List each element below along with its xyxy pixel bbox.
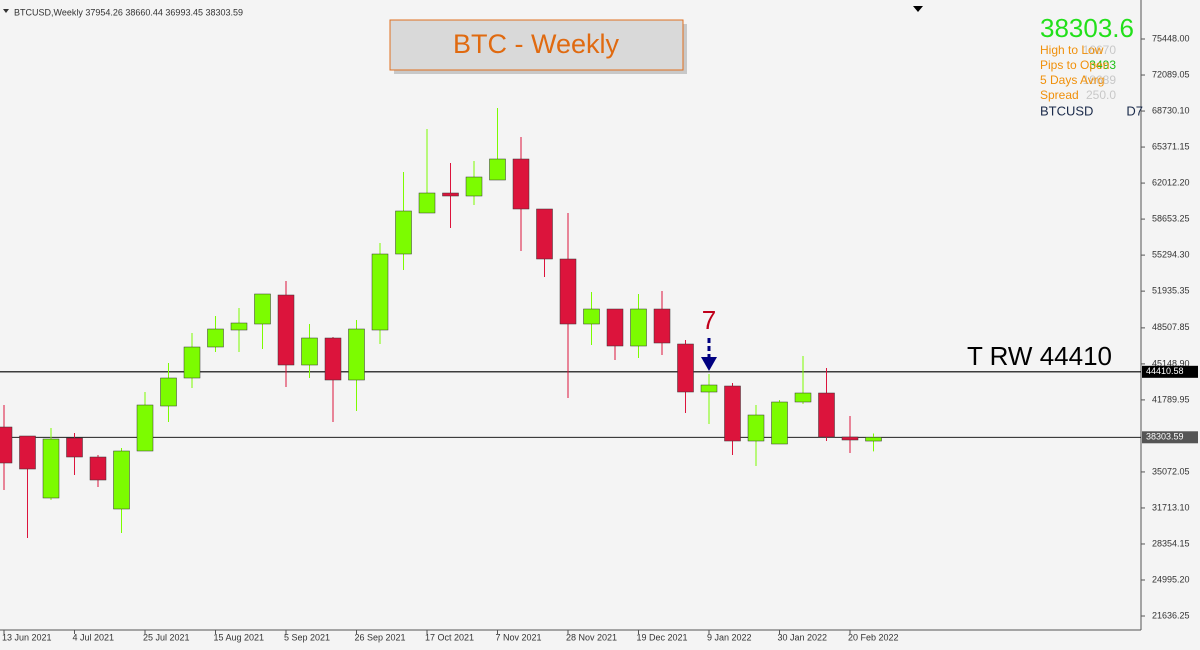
candle-body bbox=[442, 192, 459, 197]
candle-body bbox=[724, 385, 741, 442]
y-tick-label: 28354.15 bbox=[1152, 538, 1190, 548]
y-tick-label: 75448.00 bbox=[1152, 33, 1190, 43]
x-tick-label: 25 Jul 2021 bbox=[143, 632, 190, 642]
candle-body bbox=[653, 308, 671, 344]
candle-body bbox=[512, 158, 530, 210]
price-label-box bbox=[1142, 431, 1198, 444]
candle-body bbox=[371, 253, 389, 331]
candle-body bbox=[583, 308, 600, 325]
info-label: Spread bbox=[1040, 88, 1079, 102]
candle-body bbox=[794, 392, 812, 403]
y-tick-label: 35072.05 bbox=[1152, 466, 1190, 476]
info-label: 5 Days Avrg bbox=[1040, 73, 1104, 87]
info-symbol: BTCUSD bbox=[1040, 103, 1093, 118]
candle-body bbox=[230, 322, 248, 331]
signal-arrow-head bbox=[701, 357, 717, 372]
candle-body bbox=[113, 450, 130, 510]
candle-body bbox=[324, 337, 342, 381]
candle-body bbox=[630, 308, 647, 347]
info-timeframe: D7 bbox=[1126, 103, 1143, 118]
y-tick-label: 24995.20 bbox=[1152, 574, 1190, 584]
x-tick-label: 17 Oct 2021 bbox=[425, 632, 474, 642]
candle-body bbox=[395, 210, 412, 255]
price-label: 38303.59 bbox=[1146, 432, 1184, 442]
info-value: 16670 bbox=[1083, 43, 1117, 57]
y-tick-label: 41789.95 bbox=[1152, 394, 1190, 404]
shift-marker bbox=[913, 6, 923, 12]
price-label-box bbox=[1142, 365, 1198, 378]
candle-body bbox=[559, 258, 577, 325]
x-tick-label: 4 Jul 2021 bbox=[73, 632, 115, 642]
candle-body bbox=[348, 328, 365, 381]
x-tick-label: 5 Sep 2021 bbox=[284, 632, 330, 642]
x-tick-label: 7 Nov 2021 bbox=[496, 632, 542, 642]
candle-body bbox=[489, 158, 506, 181]
plot: 75448.00 72089.05 68730.10 65371.15 62012.20… bbox=[0, 13, 1198, 642]
info-value: 18689 bbox=[1083, 73, 1117, 87]
y-tick-label: 62012.20 bbox=[1152, 177, 1190, 187]
y-tick-label: 45148.90 bbox=[1152, 358, 1190, 368]
candle-body bbox=[160, 377, 177, 407]
candle-body bbox=[606, 308, 624, 347]
candle-body bbox=[536, 208, 553, 260]
candle-body bbox=[183, 346, 201, 379]
y-tick-label: 48507.85 bbox=[1152, 322, 1190, 332]
candle-body bbox=[418, 192, 436, 214]
candle-body bbox=[254, 293, 271, 325]
info-label: Pips to Open bbox=[1040, 58, 1109, 72]
x-tick-label: 19 Dec 2021 bbox=[637, 632, 688, 642]
x-tick-label: 13 Jun 2021 bbox=[2, 632, 52, 642]
candle-body bbox=[19, 435, 36, 470]
y-tick-label: 65371.15 bbox=[1152, 141, 1190, 151]
x-tick-label: 15 Aug 2021 bbox=[214, 632, 265, 642]
candle-body bbox=[865, 437, 882, 442]
info-value: 250.0 bbox=[1086, 88, 1116, 102]
candle-body bbox=[136, 404, 154, 452]
x-tick-label: 9 Jan 2022 bbox=[707, 632, 752, 642]
y-tick-label: 21636.25 bbox=[1152, 610, 1190, 620]
y-tick-label: 68730.10 bbox=[1152, 105, 1190, 115]
info-value: 3493 bbox=[1089, 58, 1116, 72]
candle-body bbox=[0, 426, 13, 464]
title-box bbox=[389, 19, 684, 71]
candle-body bbox=[677, 343, 694, 393]
x-tick-label: 26 Sep 2021 bbox=[355, 632, 406, 642]
candle-body bbox=[818, 392, 835, 438]
candle-body bbox=[66, 437, 83, 458]
candle-body bbox=[301, 337, 318, 366]
info-label: High to Low bbox=[1040, 43, 1104, 57]
x-tick-label: 28 Nov 2021 bbox=[566, 632, 617, 642]
candle-body bbox=[700, 384, 718, 393]
header-icon bbox=[3, 9, 9, 13]
y-tick-label: 51935.35 bbox=[1152, 285, 1190, 295]
x-tick-label: 20 Feb 2022 bbox=[848, 632, 899, 642]
price-label: 44410.58 bbox=[1146, 366, 1184, 376]
candle-body bbox=[841, 436, 859, 441]
header: BTCUSD,Weekly 37954.26 38660.44 36993.45… bbox=[14, 7, 243, 17]
signal-label: 7 bbox=[702, 305, 716, 335]
info-price: 38303.6 bbox=[1040, 13, 1134, 43]
candle-body bbox=[465, 176, 483, 197]
y-tick-label: 55294.30 bbox=[1152, 249, 1190, 259]
y-tick-label: 72089.05 bbox=[1152, 69, 1190, 79]
line-annotation: T RW 44410 bbox=[967, 341, 1112, 371]
y-tick-label: 31713.10 bbox=[1152, 502, 1190, 512]
candle-body bbox=[207, 328, 224, 348]
candle-body bbox=[747, 414, 765, 442]
y-tick-label: 58653.25 bbox=[1152, 213, 1190, 223]
x-tick-label: 30 Jan 2022 bbox=[778, 632, 828, 642]
candle-body bbox=[89, 456, 107, 481]
candle-body bbox=[771, 401, 788, 445]
candle-body bbox=[42, 438, 60, 499]
chart-title: BTC - Weekly bbox=[453, 29, 620, 59]
candle-body bbox=[277, 294, 295, 366]
